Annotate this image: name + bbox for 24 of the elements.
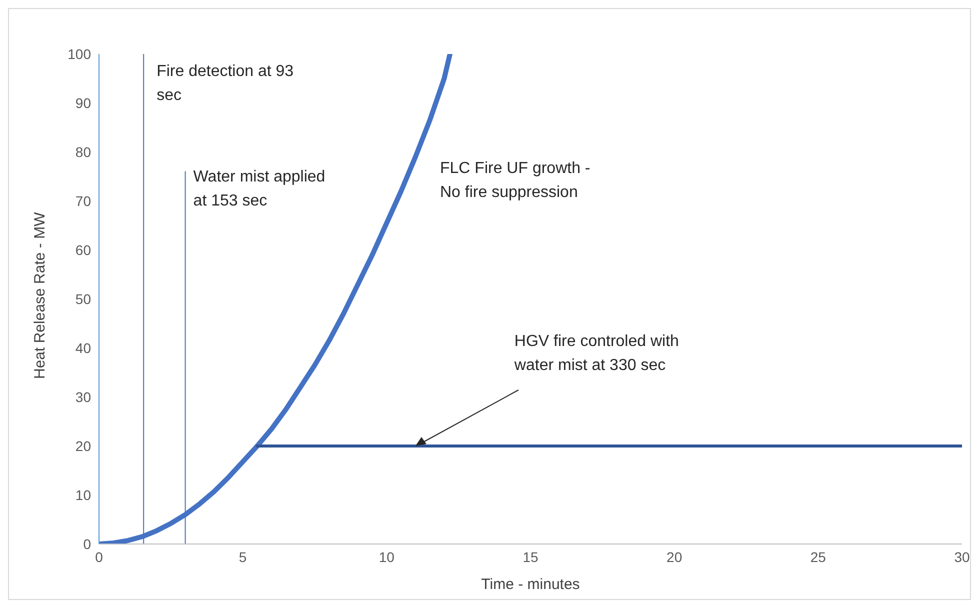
- x-tick-label: 15: [522, 548, 538, 565]
- x-tick-label: 0: [95, 548, 104, 565]
- y-tick-label: 30: [75, 388, 92, 405]
- x-tick-label: 20: [666, 548, 682, 565]
- annotation: FLC Fire UF growth - No fire suppression: [440, 159, 590, 203]
- y-tick-label: 100: [68, 46, 92, 62]
- annotation: HGV fire controled with water mist at 330 sec: [513, 333, 679, 374]
- y-tick-label: 0: [83, 536, 92, 552]
- x-axis-title: Time - minutes: [481, 576, 580, 593]
- y-tick-label: 80: [75, 144, 92, 160]
- y-tick-label: 10: [75, 486, 92, 503]
- x-tick-label: 5: [238, 548, 247, 565]
- y-axis-title: Heat Release Rate - MW: [31, 211, 48, 379]
- y-tick-label: 40: [75, 340, 92, 356]
- y-tick-label: 70: [75, 192, 92, 209]
- y-tick-label: 50: [75, 290, 92, 307]
- y-tick-label: 90: [75, 94, 92, 111]
- annotation: Fire detection at 93 sec: [156, 63, 294, 104]
- annotation: Water mist applied at 153 sec: [193, 168, 326, 210]
- x-tick-label: 25: [810, 548, 826, 565]
- y-tick-label: 20: [75, 438, 92, 454]
- x-tick-label: 10: [378, 548, 395, 565]
- x-tick-label: 30: [954, 548, 970, 565]
- y-tick-label: 60: [75, 242, 92, 258]
